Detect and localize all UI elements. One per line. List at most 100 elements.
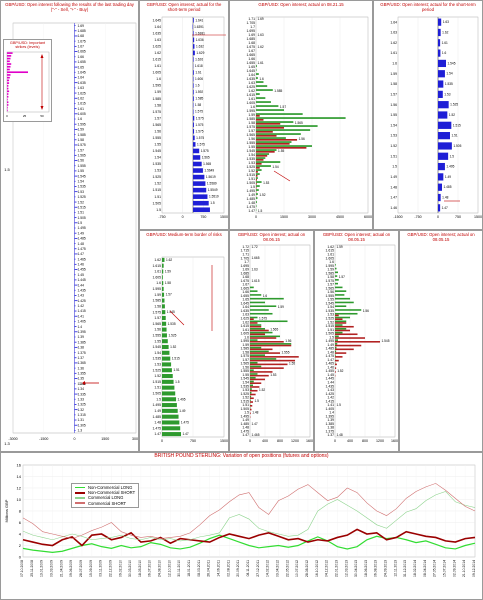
bar [162,379,174,384]
chart-title: GBP/USD: Important strikes (levels) [9,41,46,50]
bar [335,335,339,338]
y-tick-label: 1.575 [153,110,162,114]
bar [335,314,339,317]
bar [335,286,343,289]
bar [7,95,9,98]
y-tick-label: 1.505 [153,201,162,205]
bar-label: 1.5 [450,154,455,158]
bar [250,369,254,372]
bar-label: 1.6381 [195,31,205,35]
bar [74,310,77,312]
y-tick-label: 1.43 [78,294,85,298]
bar [193,37,195,43]
arrow-head [82,381,85,385]
y-tick-label: 1.595 [153,287,162,291]
y-tick-label: 1.58 [154,103,161,107]
y-tick-label: 1.46 [390,206,397,210]
chart-title: GBP/USD: Open interest; actual on 08.21.… [258,2,344,7]
bar [162,403,177,408]
x-tick-label: 1500 [220,215,228,219]
y-tick-label: 1.475 [78,247,86,251]
y-tick-label: 1.45 [327,373,334,377]
y-tick-label: 1.475 [247,205,256,209]
bar [438,193,441,202]
bar [256,197,258,199]
y-tick-label: 1.56 [248,137,255,141]
y-tick-label: 1.425 [326,392,335,396]
bar-label: 1.495 [446,165,454,169]
y-tick-label: 1.47 [248,209,255,213]
bar [7,109,8,112]
bar [74,61,77,63]
y-tick-label: 1.53 [154,363,161,367]
bar [74,315,78,317]
bar [335,367,337,369]
chart-medium-term: 0 750 1500 1.62 1.615 1.611.605 1.6 1.595 1.59 1.… [153,256,228,443]
bar [250,386,260,388]
bar [162,327,167,332]
y-tick-label: 1.565 [153,322,162,326]
bar [162,298,165,303]
bar [7,82,10,84]
bar [335,267,337,270]
y-tick-label: 1.57 [390,92,397,96]
bar [74,367,76,369]
bar [250,309,269,311]
x-tick-label: 27.12.2011 [256,560,260,577]
bar-label: 1.575 [195,123,203,127]
bar [162,315,166,320]
bar [7,90,10,93]
y-tick-label: 1.54 [390,123,397,127]
y-tick-label: 1.54 [78,179,85,183]
y-tick-label: 1.665 [78,50,86,54]
bar [74,331,78,333]
chart-inset-strikes: 0 25 50 [6,51,50,118]
bar-label: 1.54 [446,72,452,76]
bar [335,337,365,339]
bar [74,336,76,338]
bar [193,57,194,62]
y-tick-label: 1.62 [248,89,255,93]
y-tick-label: 1.415 [78,309,86,313]
bar [335,322,347,324]
bar [438,90,443,98]
x-tick-label: 18.01.2011 [187,560,191,577]
bar [74,352,76,353]
y-tick-label: 1.525 [78,195,86,199]
bar [193,70,194,75]
bar [250,378,265,381]
bar [74,103,76,104]
bar [438,162,445,171]
bar [256,141,292,143]
bar [193,161,202,167]
bar [256,113,303,115]
bar [335,371,336,373]
y-tick-label: 1.52 [248,169,255,173]
bar-label: 1.57 [166,293,172,297]
y-tick-label: 1.635 [247,77,256,81]
y-tick-label: 1.53 [248,161,255,165]
y-tick-label: 1.645 [153,18,162,22]
y-tick-label: 1.58 [390,82,397,86]
legend-label: Non-Commercial LONG [88,485,133,490]
bar [335,344,362,347]
bar [256,97,266,99]
bar-label: 1.49 [445,175,451,179]
bar [250,329,269,332]
x-tick-label: 14.06.2011 [217,560,221,577]
bar [335,356,343,358]
bar [74,87,76,89]
bar-label: 1.575 [201,149,209,153]
bar-label: 1.47 [183,432,189,436]
y-tick-label: 1.685 [247,37,256,41]
x-tick-label: 18.02.2014 [413,560,417,577]
x-tick-label: 6000 [364,215,372,219]
y-tick-label: 1.685 [241,271,250,275]
bar [256,153,270,155]
bar-label: 1.56 [285,339,291,343]
bar [74,398,76,400]
bar-label: 1.565 [203,162,211,166]
y-tick-label: 1.665 [247,53,256,57]
bar [335,275,338,277]
bar [7,57,11,60]
